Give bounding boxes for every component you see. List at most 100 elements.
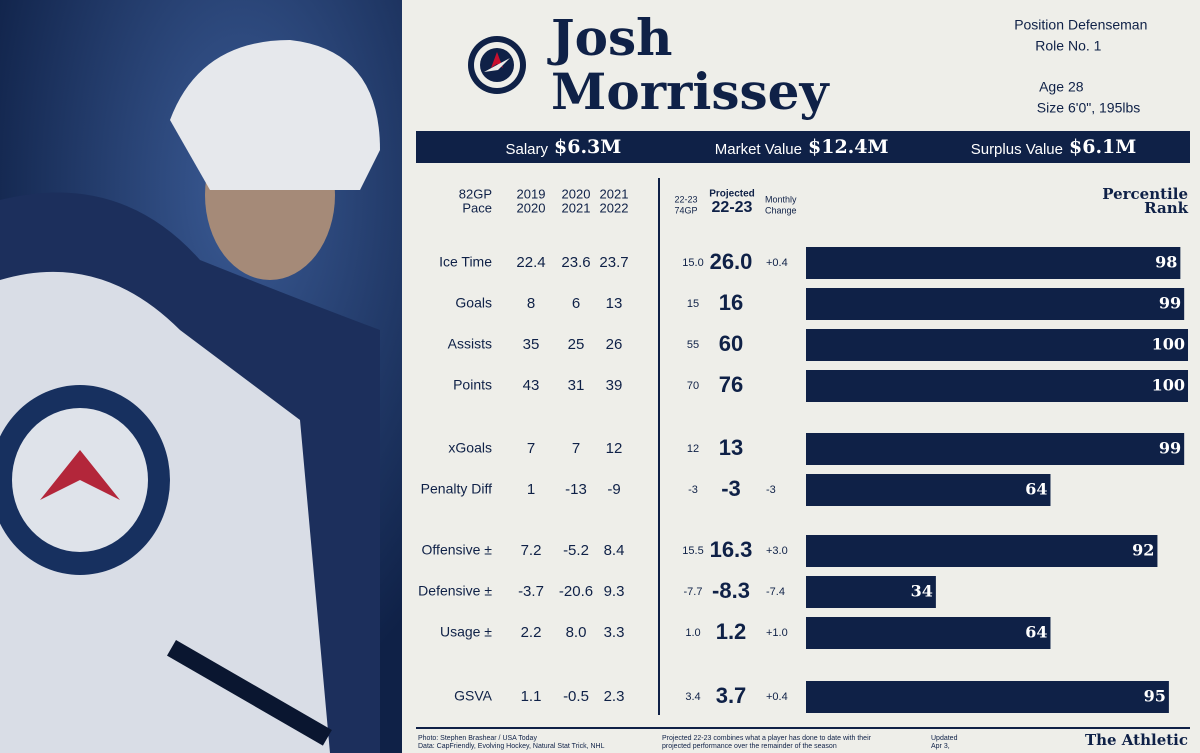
column-header: 2020 [517,200,546,215]
percentile-bar [806,474,1051,506]
percentile-bar [806,576,936,608]
info-value: Defenseman [1068,17,1147,33]
info-value: No. 1 [1068,38,1102,54]
projected-value: 13 [719,435,743,460]
season-value: 22.4 [516,254,545,271]
percentile-bar [806,329,1188,361]
contract-label: Surplus Value [971,141,1063,158]
monthly-change: +0.4 [766,257,788,269]
projected-value: 3.7 [716,683,747,708]
season-value: 2.3 [604,688,625,705]
player-photo [0,0,402,753]
column-header: 74GP [674,205,697,215]
last-name: Morrissey [551,62,830,121]
projected-value: 16 [719,290,743,315]
monthly-change: +1.0 [766,627,788,639]
column-header: Percentile [1102,185,1188,203]
season-value: -3.7 [518,583,544,600]
season-value: 25 [568,336,585,353]
row-label: Goals [455,295,492,311]
info-label: Role [1035,38,1064,54]
updated: Updated [931,735,958,742]
contract-value: $6.3M [554,136,621,158]
column-header: 2022 [600,200,629,215]
team-logo [468,36,526,94]
season-value: 6 [572,295,580,312]
percentile-label: 95 [1144,687,1166,706]
row-label: Penalty Diff [421,481,492,497]
season-value: -9 [607,481,620,498]
projected-value: 16.3 [710,537,753,562]
season-value: 8 [527,295,535,312]
percentile-label: 100 [1152,335,1185,354]
season-value: 43 [523,377,540,394]
percentile-bar [806,535,1158,567]
info-label: Position [1014,17,1064,33]
season-value: 7 [572,440,580,457]
column-header: Projected [709,189,755,200]
credit: Photo: Stephen Brashear / USA Today [418,735,537,742]
info-value: 28 [1068,79,1084,95]
season-value: 31 [568,377,585,394]
current-value: 1.0 [685,627,700,639]
current-value: 70 [687,380,699,392]
season-value: 7.2 [521,542,542,559]
percentile-label: 100 [1152,376,1185,395]
season-value: 1 [527,481,535,498]
projected-value: 1.2 [716,619,747,644]
season-value: -20.6 [559,583,593,600]
season-value: 3.3 [604,624,625,641]
season-value: 35 [523,336,540,353]
season-value: 13 [606,295,623,312]
season-value: -5.2 [563,542,589,559]
season-value: 9.3 [604,583,625,600]
season-value: 23.6 [561,254,590,271]
current-value: 12 [687,443,699,455]
row-label: Assists [448,336,492,352]
column-header: Monthly [765,194,797,204]
percentile-label: 92 [1132,541,1154,560]
percentile-bar [806,681,1169,713]
current-value: 15 [687,298,699,310]
season-value: 1.1 [521,688,542,705]
updated: Apr 3, [931,743,950,750]
season-value: 23.7 [599,254,628,271]
projected-value: 26.0 [710,249,753,274]
column-header: Change [765,205,797,215]
current-value: 15.5 [682,545,703,557]
contract-label: Market Value [715,141,802,158]
column-header: 22-23 [712,199,753,216]
monthly-change: +0.4 [766,691,788,703]
contract-value: $12.4M [808,136,889,158]
season-value: 7 [527,440,535,457]
row-label: Usage ± [440,624,492,640]
brand: The Athletic [1085,731,1188,749]
column-header: Rank [1144,199,1188,217]
percentile-bar [806,433,1185,465]
percentile-bar [806,247,1181,279]
projected-value: -8.3 [712,578,750,603]
current-value: 15.0 [682,257,703,269]
row-label: Ice Time [439,254,492,270]
row-label: Offensive ± [422,542,493,558]
current-value: 55 [687,339,699,351]
season-value: 26 [606,336,623,353]
row-label: GSVA [454,688,493,704]
season-value: -13 [565,481,587,498]
info-value: 6'0", 195lbs [1068,100,1140,116]
row-label: xGoals [448,440,492,456]
contract-value: $6.1M [1069,136,1136,158]
percentile-label: 64 [1025,480,1047,499]
projected-value: 76 [719,372,743,397]
column-header: Pace [462,200,492,215]
percentile-label: 64 [1025,623,1047,642]
column-header: 82GP [459,186,492,201]
percentile-bar [806,617,1051,649]
season-value: -0.5 [563,688,589,705]
column-header: 2019 [517,186,546,201]
projected-value: -3 [721,476,741,501]
credit: Data: CapFriendly, Evolving Hockey, Natu… [418,743,605,750]
info-label: Age [1039,79,1064,95]
monthly-change: -3 [766,484,776,496]
